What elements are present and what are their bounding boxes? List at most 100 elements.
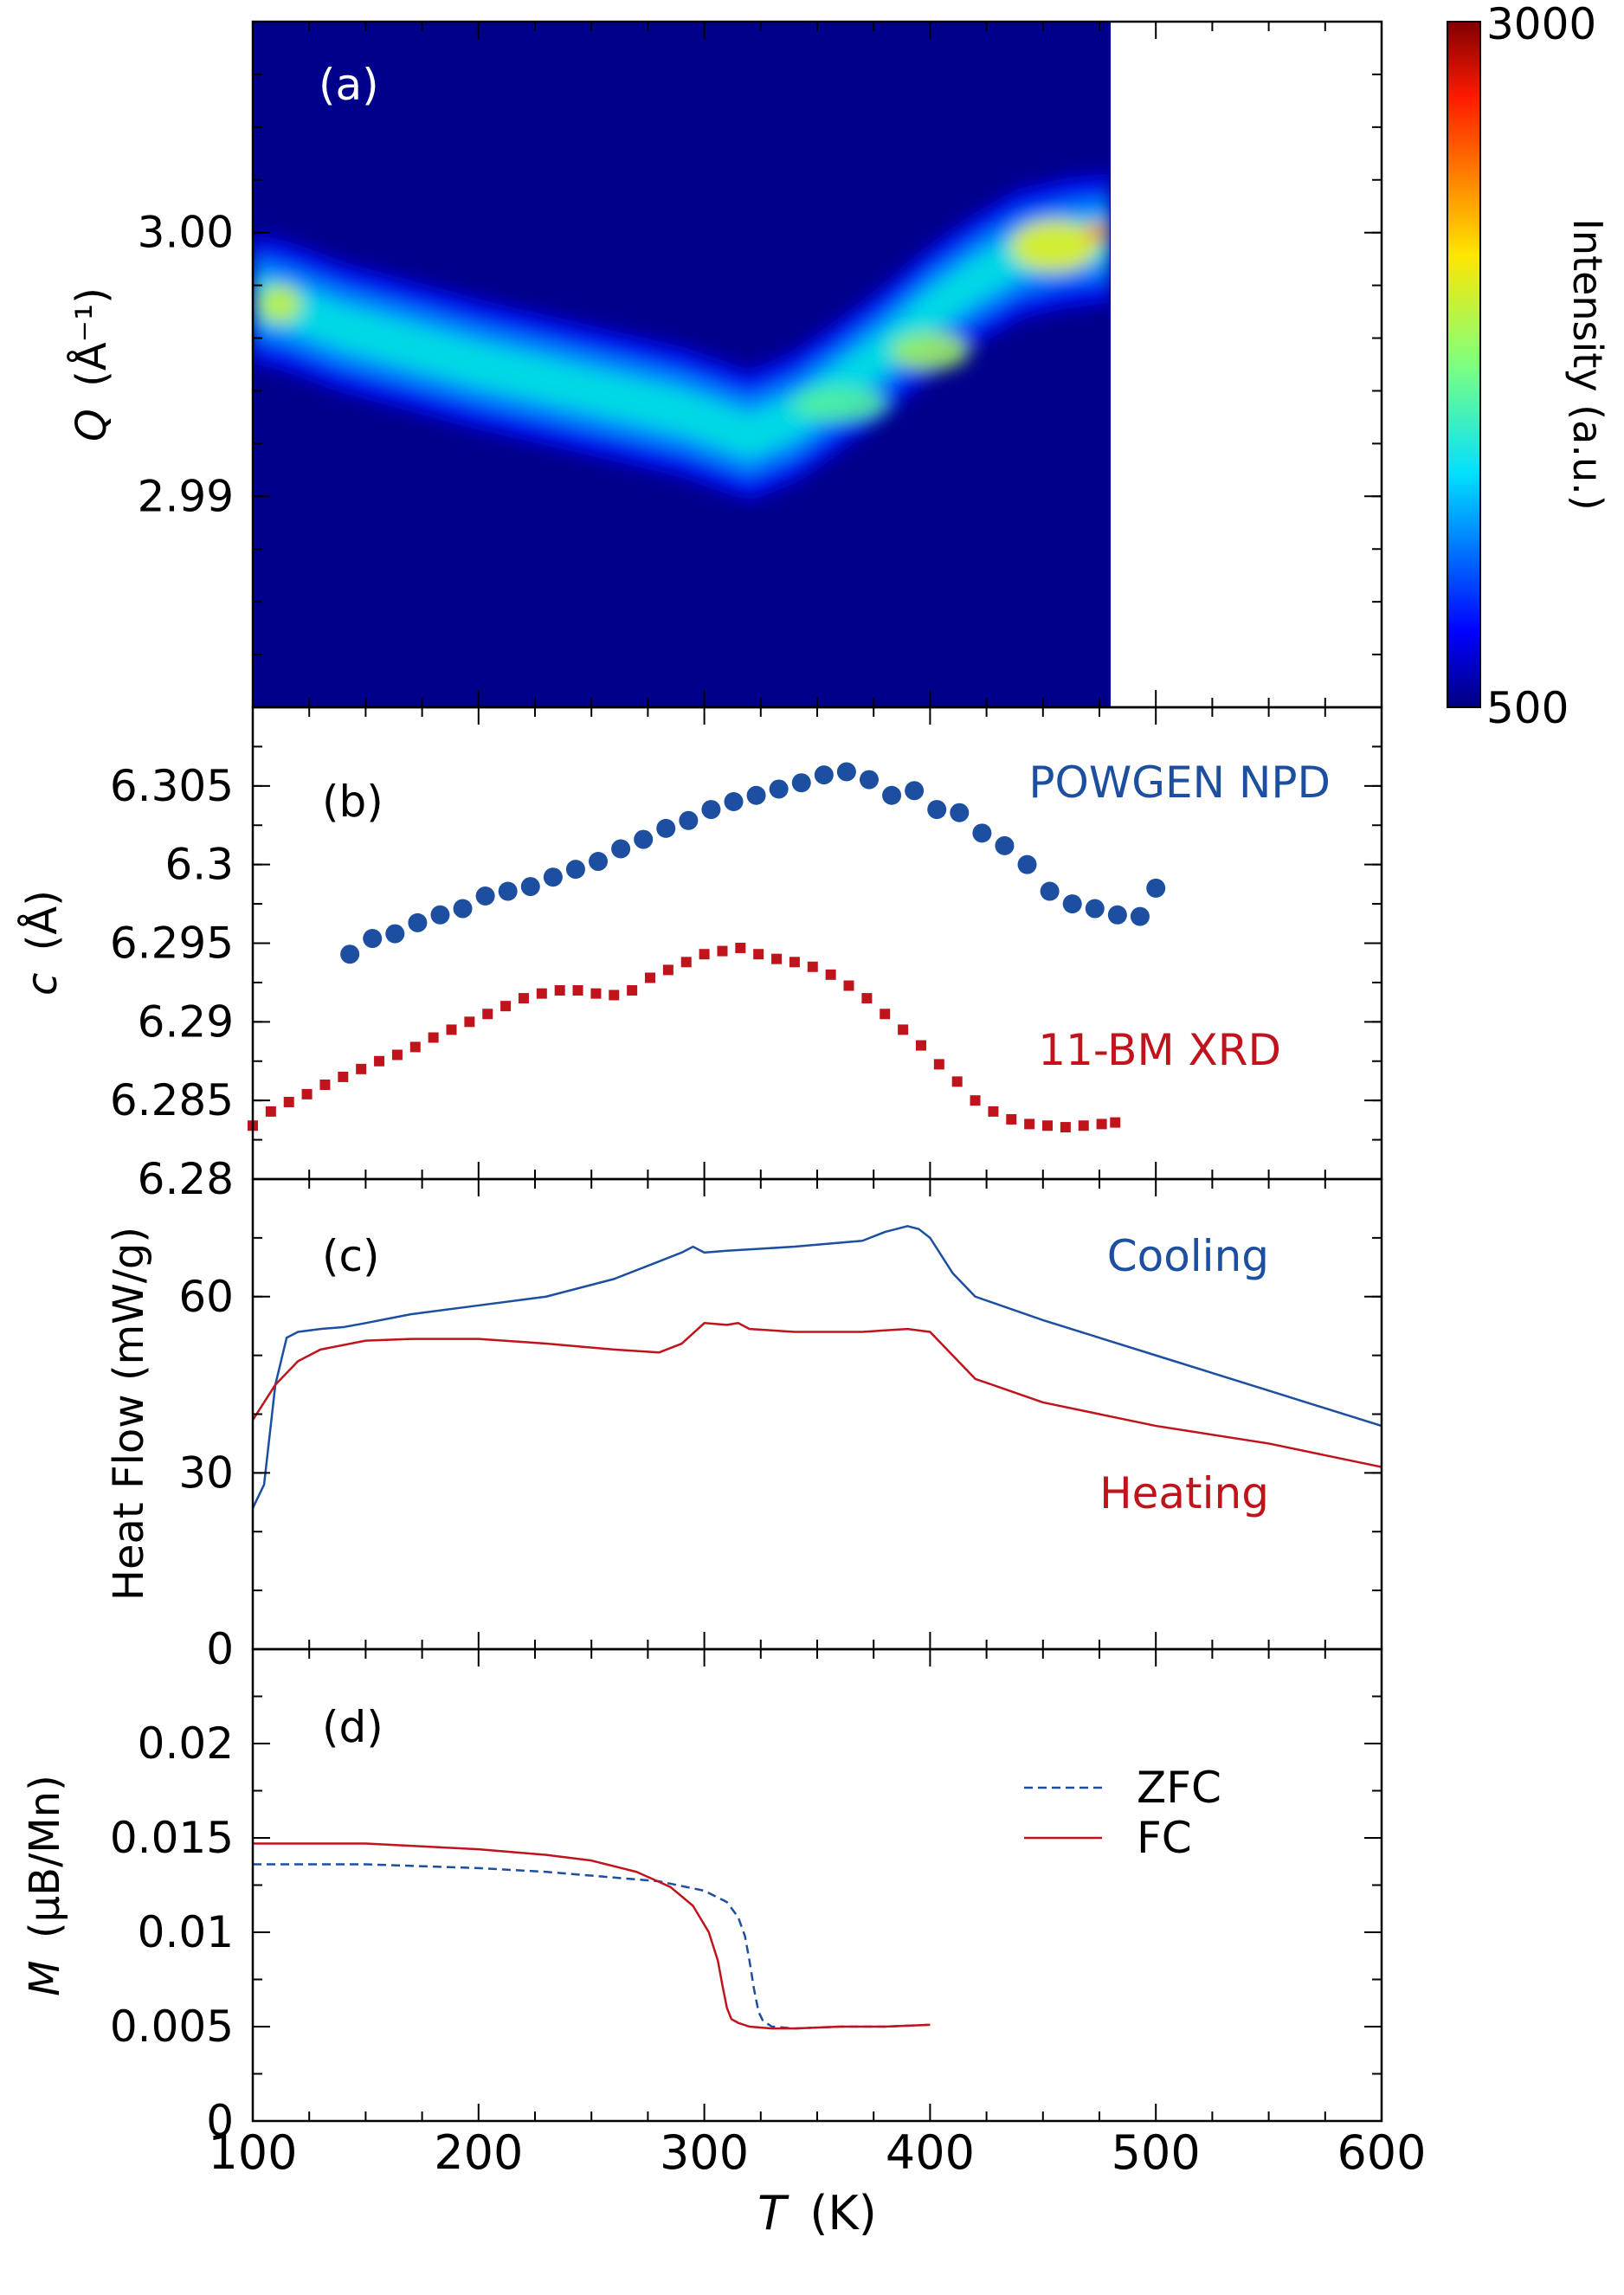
- point-11bm: [988, 1106, 999, 1117]
- point-11bm: [680, 957, 692, 968]
- point-11bm: [717, 945, 728, 957]
- point-powgen: [498, 881, 518, 901]
- point-powgen: [1146, 878, 1166, 898]
- point-11bm: [951, 1076, 963, 1087]
- series-line-cooling: [251, 1225, 1382, 1509]
- panel-label-d: (d): [322, 1702, 383, 1752]
- ylabel-b-symbol: c: [18, 973, 67, 996]
- ylabel-a-unit: (Å⁻¹): [67, 287, 116, 387]
- point-11bm: [319, 1080, 331, 1090]
- panel-d-ticks: 0 0.005 0.01 0.015 0.02 100 200 300 400 500 600: [110, 1648, 1427, 2180]
- point-11bm: [880, 1009, 891, 1020]
- point-11bm: [627, 985, 638, 996]
- series-label-powgen: POWGEN NPD: [1028, 757, 1331, 808]
- point-powgen: [972, 823, 992, 843]
- y-tick-label-b: 6.3: [164, 840, 234, 890]
- heatmap-ridge: [253, 172, 1110, 501]
- ylabel-b: c (Å): [17, 890, 67, 996]
- legend: ZFC FC: [1024, 1763, 1221, 1863]
- y-tick-label-c: 0: [206, 1624, 234, 1674]
- point-11bm: [861, 993, 873, 1004]
- series-line-fc: [253, 1842, 931, 2030]
- panel-b-marks: [248, 762, 1166, 1133]
- legend-label-fc: FC: [1137, 1813, 1192, 1863]
- point-11bm: [590, 988, 602, 999]
- point-11bm: [898, 1024, 909, 1035]
- panel-d-marks: [253, 1842, 931, 2030]
- ylabel-b-unit: (Å): [17, 890, 67, 951]
- point-powgen: [724, 792, 744, 811]
- point-11bm: [753, 949, 764, 960]
- point-powgen: [791, 773, 811, 793]
- point-11bm: [500, 1001, 512, 1012]
- point-powgen: [520, 877, 540, 897]
- point-powgen: [882, 785, 902, 805]
- point-11bm: [807, 961, 818, 972]
- point-powgen: [656, 818, 676, 838]
- point-powgen: [679, 810, 699, 830]
- ylabel-a-symbol: Q: [68, 409, 116, 442]
- panel-d-frame: [251, 1647, 1383, 2123]
- panel-label-c: (c): [322, 1231, 380, 1281]
- point-11bm: [1096, 1118, 1107, 1130]
- point-11bm: [554, 985, 565, 996]
- x-tick-label: 300: [660, 2125, 749, 2180]
- heatmap-hotspot: [792, 386, 888, 422]
- point-11bm: [356, 1063, 367, 1074]
- point-11bm: [1110, 1117, 1121, 1128]
- x-tick-label: 600: [1337, 2125, 1426, 2180]
- point-powgen: [746, 785, 766, 805]
- x-tick-label: 100: [208, 2125, 297, 2180]
- point-11bm: [1042, 1120, 1054, 1131]
- point-powgen: [1040, 881, 1060, 901]
- panel-b-lattice-c: 6.28 6.285 6.29 6.295 6.3 6.305 (b) POWGEN NP…: [17, 706, 1383, 1204]
- legend-label-zfc: ZFC: [1137, 1763, 1221, 1813]
- point-11bm: [265, 1106, 276, 1117]
- point-11bm: [409, 1041, 421, 1053]
- point-11bm: [915, 1040, 926, 1051]
- ylabel-d-symbol: M: [21, 1960, 69, 1995]
- x-tick-label: 400: [886, 2125, 975, 2180]
- point-powgen: [1062, 894, 1082, 914]
- series-line-heating: [251, 1322, 1382, 1468]
- xlabel: T (K): [757, 2186, 877, 2240]
- panel-label-b: (b): [322, 777, 383, 827]
- point-powgen: [1085, 899, 1105, 919]
- ylabel-c: Heat Flow (mW/g): [105, 1227, 153, 1601]
- point-powgen: [611, 839, 631, 859]
- point-powgen: [769, 779, 789, 799]
- point-11bm: [338, 1071, 349, 1082]
- point-powgen: [927, 800, 947, 820]
- point-powgen: [1017, 854, 1037, 874]
- xlabel-symbol: T: [757, 2186, 789, 2240]
- point-11bm: [1078, 1120, 1089, 1131]
- point-powgen: [634, 829, 654, 849]
- point-powgen: [430, 905, 450, 925]
- y-tick-label-b: 6.295: [110, 919, 234, 969]
- heatmap-hotspot: [259, 284, 301, 323]
- series-line-zfc: [253, 1863, 931, 2030]
- y-tick-label-d: 0.02: [138, 1718, 234, 1769]
- point-11bm: [662, 964, 673, 976]
- y-tick-label-b: 6.305: [110, 761, 234, 811]
- point-powgen: [814, 765, 834, 785]
- point-11bm: [428, 1032, 439, 1043]
- point-powgen: [340, 944, 360, 964]
- point-powgen: [950, 803, 970, 822]
- x-tick-label: 200: [434, 2125, 523, 2180]
- point-powgen: [1107, 905, 1127, 925]
- point-11bm: [970, 1095, 981, 1106]
- y-tick-label-a: 3.00: [138, 208, 234, 258]
- point-11bm: [283, 1096, 294, 1107]
- panel-a-ticks: 3.00 2.99: [138, 21, 1382, 708]
- point-powgen: [363, 929, 383, 949]
- point-11bm: [789, 957, 800, 968]
- point-powgen: [701, 800, 721, 820]
- panel-c-marks: [251, 1225, 1382, 1509]
- point-11bm: [482, 1009, 493, 1020]
- point-11bm: [446, 1024, 457, 1035]
- series-label-11bm: 11-BM XRD: [1038, 1025, 1281, 1075]
- ylabel-d-unit: (μB/Mn): [21, 1775, 69, 1938]
- point-11bm: [1060, 1122, 1071, 1133]
